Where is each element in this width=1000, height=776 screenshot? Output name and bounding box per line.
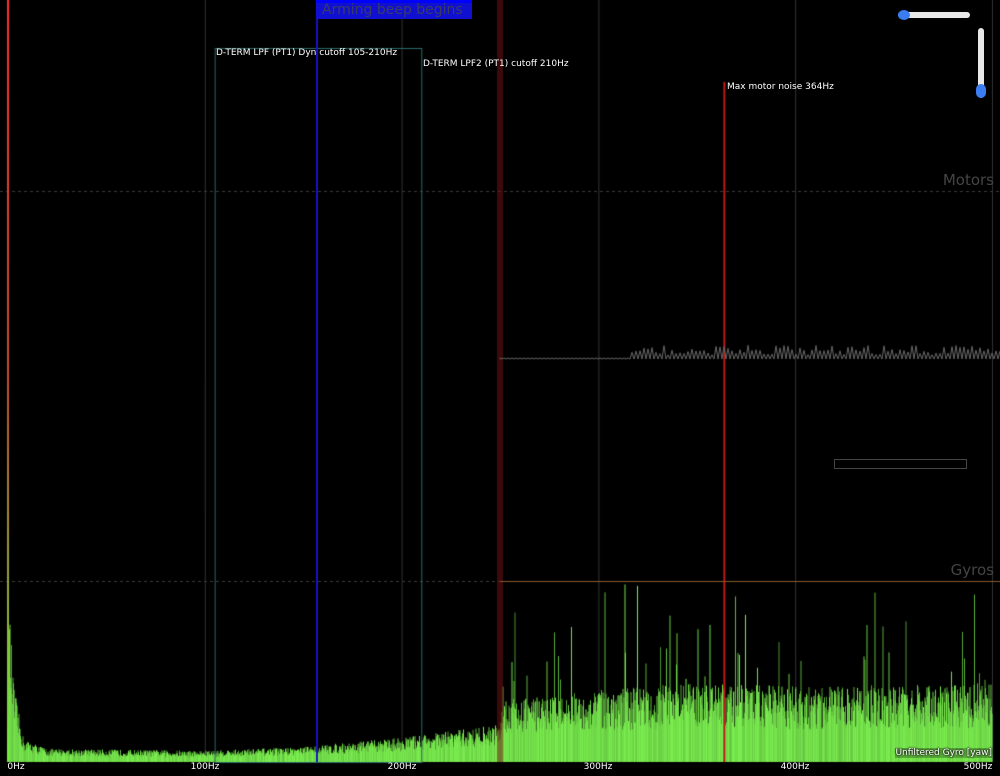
x-tick: 100Hz	[190, 762, 220, 772]
x-tick: 300Hz	[583, 762, 613, 772]
x-tick: 500Hz	[963, 762, 993, 772]
x-tick: 0Hz	[7, 762, 25, 772]
x-tick: 400Hz	[780, 762, 810, 772]
horizontal-zoom-handle[interactable]	[898, 10, 910, 20]
vertical-zoom-slider[interactable]	[978, 28, 984, 98]
arming-beep-marker: Arming beep begins	[316, 0, 472, 19]
series-label: Unfiltered Gyro [yaw]	[895, 748, 992, 758]
motors-group-label: Motors	[942, 171, 994, 189]
horizontal-zoom-slider[interactable]	[898, 12, 970, 18]
gyros-group-label: Gyros	[950, 561, 994, 579]
dterm-lpf2-label: D-TERM LPF2 (PT1) cutoff 210Hz	[423, 59, 569, 69]
vertical-zoom-handle[interactable]	[976, 84, 986, 98]
x-tick: 200Hz	[387, 762, 417, 772]
dterm-lpf-label: D-TERM LPF (PT1) Dyn cutoff 105-210Hz	[216, 48, 398, 58]
max-motor-noise-label: Max motor noise 364Hz	[727, 82, 834, 92]
legend-box	[834, 459, 967, 469]
